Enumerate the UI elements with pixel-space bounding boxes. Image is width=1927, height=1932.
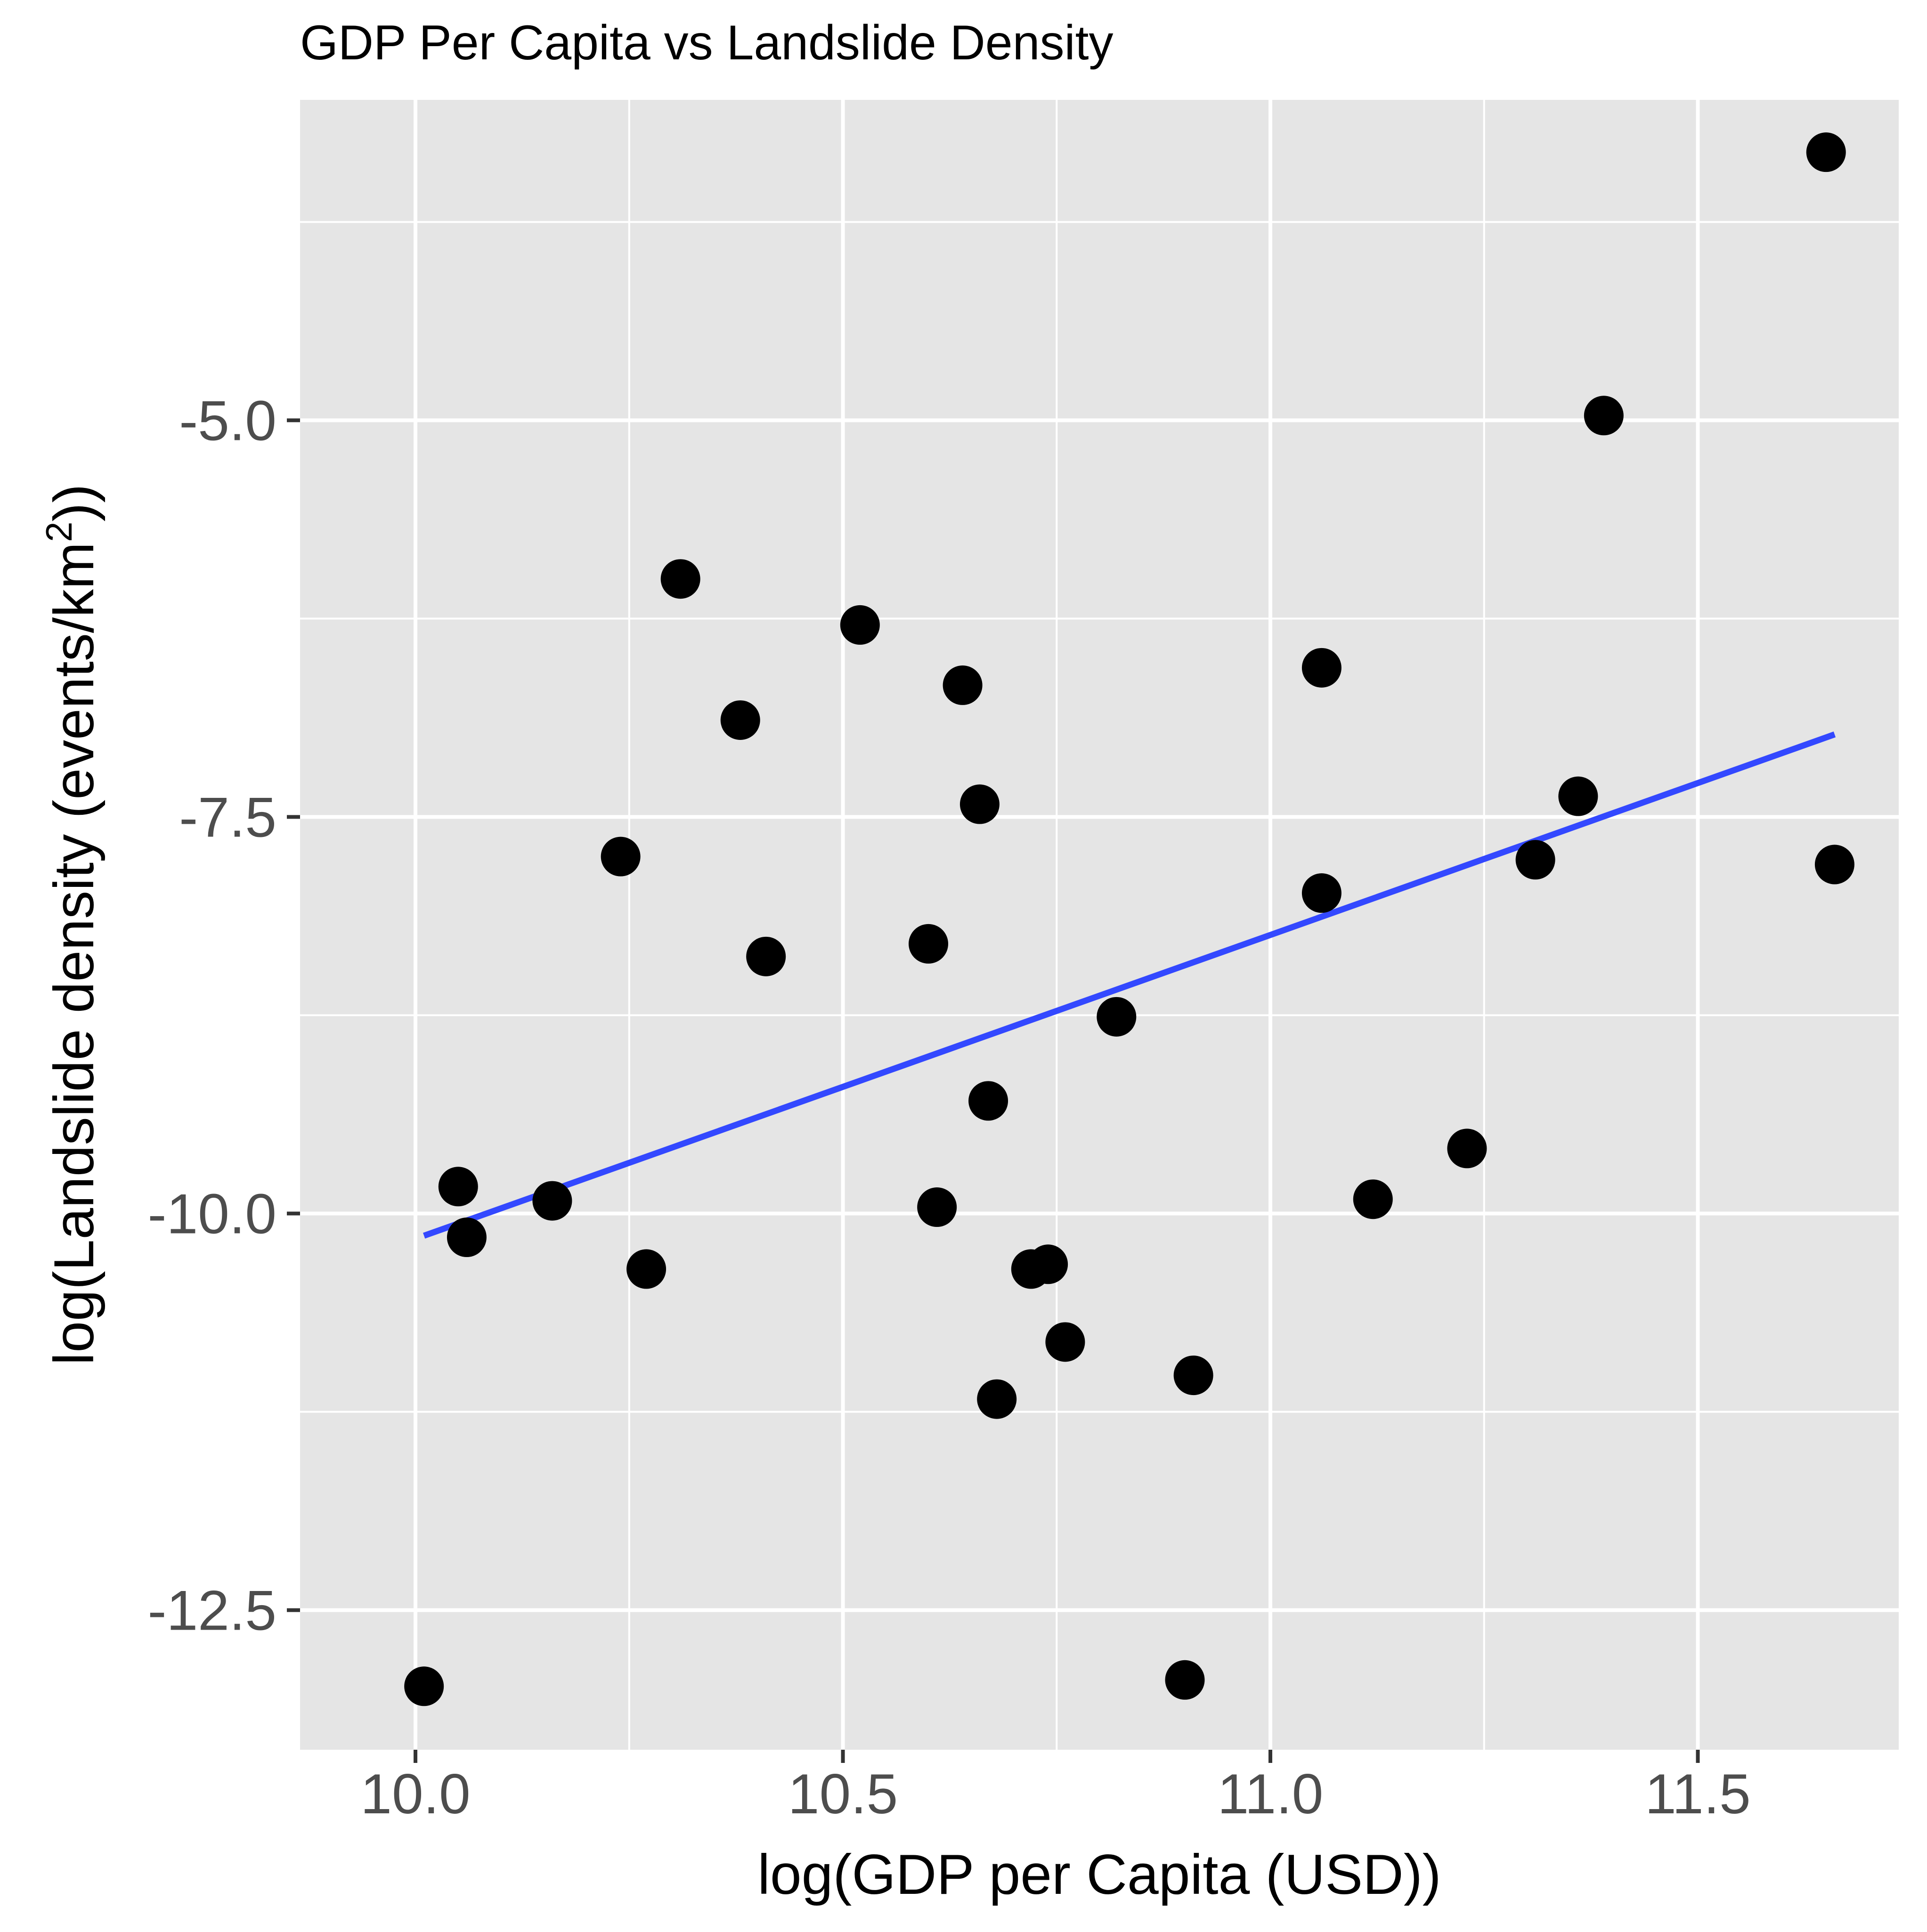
data-point xyxy=(909,924,949,964)
chart-title: GDP Per Capita vs Landslide Density xyxy=(300,16,1113,70)
data-point xyxy=(1353,1179,1393,1219)
data-point xyxy=(959,784,1000,824)
y-tick-label: -7.5 xyxy=(179,786,276,849)
x-tick-label: 10.0 xyxy=(360,1762,471,1826)
x-tick-label: 10.5 xyxy=(788,1762,898,1826)
data-point xyxy=(1558,776,1598,816)
data-point xyxy=(626,1249,667,1289)
data-point xyxy=(943,665,983,705)
data-point xyxy=(977,1379,1017,1419)
data-point xyxy=(660,559,700,599)
data-point xyxy=(404,1666,444,1706)
data-point xyxy=(1814,844,1854,885)
y-axis-label-suffix: )) xyxy=(42,484,106,522)
data-points-layer xyxy=(404,132,1854,1706)
data-point xyxy=(1301,648,1342,688)
data-point xyxy=(1097,997,1137,1037)
data-point xyxy=(1045,1322,1085,1362)
y-tick-label: -5.0 xyxy=(179,389,276,452)
x-axis: 10.0 10.5 11.0 11.5 xyxy=(360,1750,1751,1826)
data-point xyxy=(447,1218,487,1258)
x-tick-label: 11.5 xyxy=(1645,1762,1751,1826)
data-point xyxy=(1301,873,1342,913)
data-point xyxy=(1028,1244,1068,1284)
y-axis: -5.0 -7.5 -10.0 -12.5 xyxy=(147,389,300,1642)
y-tick-label: -12.5 xyxy=(147,1579,276,1642)
data-point xyxy=(720,700,760,740)
y-axis-label-main: log(Landslide density (events/km xyxy=(42,542,106,1365)
y-tick-label: -10.0 xyxy=(147,1183,276,1246)
x-axis-label: log(GDP per Capita (USD)) xyxy=(757,1843,1441,1906)
data-point xyxy=(840,605,880,645)
y-axis-label-superscript: 2 xyxy=(38,521,80,542)
data-point xyxy=(968,1081,1008,1121)
data-point xyxy=(601,836,641,877)
data-point xyxy=(746,936,786,976)
x-tick-label: 11.0 xyxy=(1218,1762,1324,1826)
y-axis-label: log(Landslide density (events/km2)) xyxy=(38,484,106,1365)
data-point xyxy=(1447,1128,1487,1169)
data-point xyxy=(1584,396,1624,436)
data-point xyxy=(532,1181,572,1221)
data-point xyxy=(438,1167,478,1207)
data-point xyxy=(1515,840,1555,880)
plot-panel xyxy=(300,100,1899,1750)
data-point xyxy=(1165,1660,1205,1700)
data-point xyxy=(1173,1356,1213,1396)
data-point xyxy=(1806,132,1846,172)
data-point xyxy=(917,1187,957,1227)
fit-line-layer xyxy=(423,731,1836,1239)
regression-line xyxy=(423,731,1836,1239)
